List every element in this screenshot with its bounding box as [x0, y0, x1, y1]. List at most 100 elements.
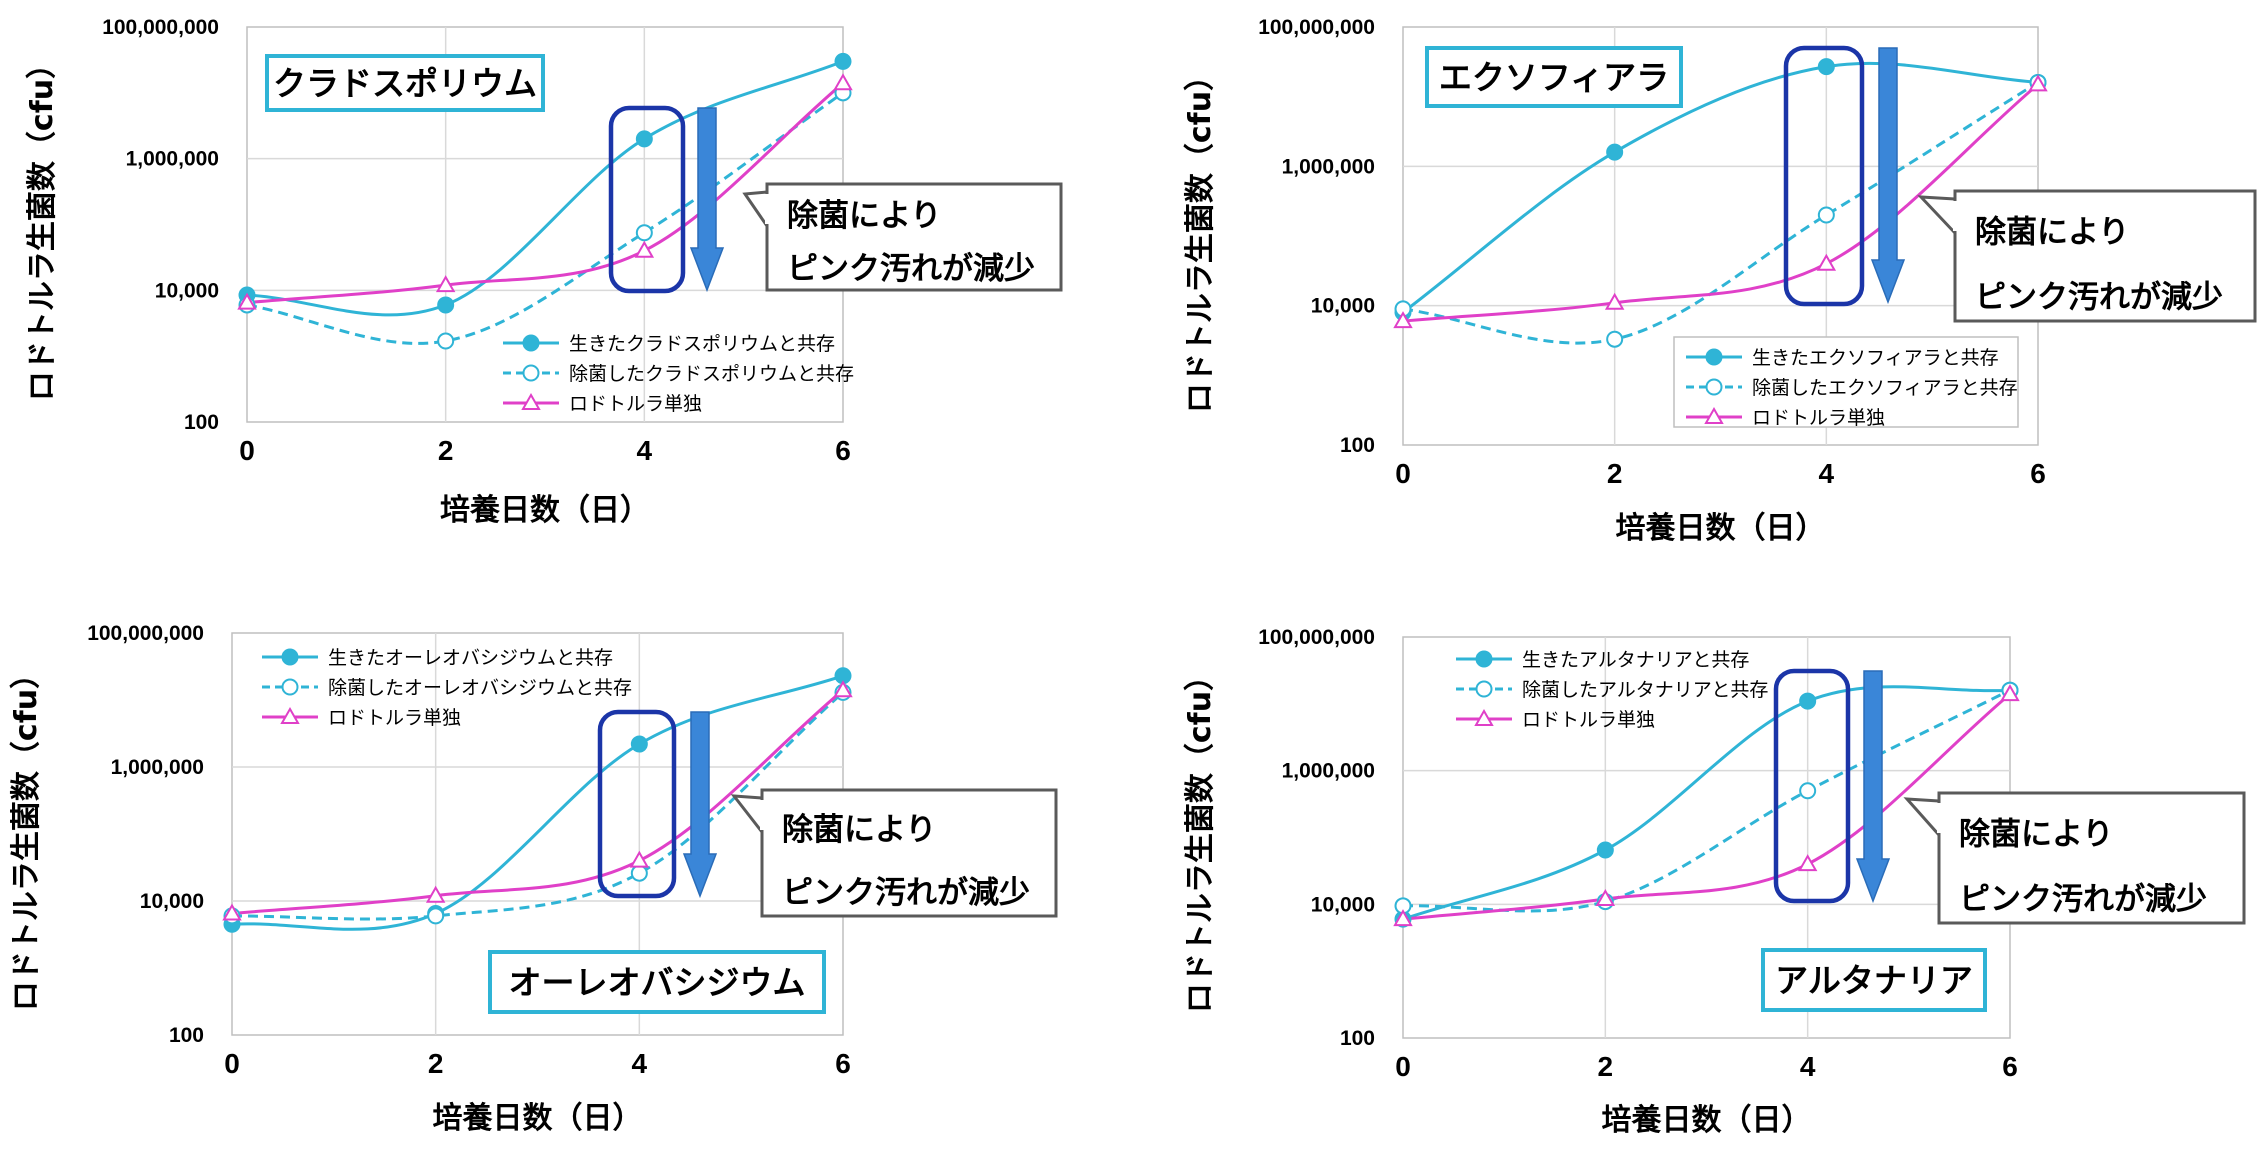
y-tick-label: 10,000	[140, 890, 204, 913]
series-line-3	[231, 689, 844, 915]
y-tick-label: 100,000,000	[87, 622, 204, 645]
data-point-open-triangle	[1595, 889, 1616, 907]
highlight-box	[597, 709, 677, 899]
callout-box	[760, 788, 1058, 918]
y-tick-label: 100	[1340, 434, 1375, 457]
legend-label: 生きたクラドスポリウムと共存	[569, 333, 835, 355]
data-point-open-circle	[427, 907, 445, 925]
y-tick-label: 10,000	[155, 279, 219, 302]
data-point-open-triangle	[1816, 253, 1837, 271]
series-line-3	[1402, 692, 2011, 921]
down-arrow-icon	[682, 711, 718, 899]
data-point-open-triangle	[2028, 74, 2048, 92]
data-point-filled-circle	[522, 334, 540, 352]
data-point-open-circle	[1817, 206, 1835, 224]
y-tick-label: 100	[184, 411, 219, 434]
legend-label: ロドトルラ単独	[328, 707, 461, 729]
data-point-filled-circle	[1817, 58, 1835, 76]
title-box	[1761, 948, 1987, 1012]
data-point-open-triangle	[833, 680, 853, 698]
callout-line-1: 除菌により	[787, 198, 941, 234]
callout-box	[1953, 189, 2257, 323]
data-point-open-triangle	[1704, 406, 1724, 424]
legend-box	[1673, 336, 2019, 428]
chart-title: オーレオバシジウム	[509, 963, 806, 1002]
highlight-box	[608, 105, 686, 294]
x-tick-label: 0	[224, 1048, 240, 1079]
x-tick-label: 4	[1800, 1051, 1816, 1082]
x-tick-label: 2	[1607, 458, 1623, 489]
legend-label: 除菌したアルタナリアと共存	[1522, 679, 1768, 701]
x-tick-label: 6	[835, 435, 851, 466]
chart-title: クラドスポリウム	[273, 64, 537, 103]
x-axis-title: 培養日数（日）	[433, 1101, 643, 1136]
data-point-filled-circle	[630, 735, 648, 753]
down-arrow-icon	[1855, 670, 1891, 904]
data-point-open-triangle	[1797, 854, 1818, 872]
callout-line-2: ピンク汚れが減少	[1959, 881, 2207, 917]
x-tick-label: 0	[239, 435, 255, 466]
legend-label: 生きたオーレオバシジウムと共存	[328, 647, 613, 669]
legend-label: ロドトルラ単独	[569, 393, 702, 415]
title-box	[488, 950, 826, 1014]
y-tick-label: 1,000,000	[111, 756, 204, 779]
chart-title: アルタナリア	[1775, 961, 1973, 1000]
data-point-open-triangle	[237, 292, 257, 310]
data-point-open-triangle	[1393, 909, 1413, 927]
data-point-open-triangle	[629, 850, 650, 868]
x-axis-title: 培養日数（日）	[440, 493, 650, 528]
y-tick-label: 100,000,000	[102, 16, 219, 39]
y-tick-label: 10,000	[1311, 893, 1375, 916]
title-box	[1425, 46, 1683, 108]
series-line-3	[1402, 83, 2039, 323]
data-point-open-triangle	[425, 885, 446, 903]
highlight-box	[1783, 45, 1865, 307]
callout-line-2: ピンク汚れが減少	[787, 251, 1035, 287]
callout-box	[1937, 791, 2246, 925]
y-tick-label: 10,000	[1311, 295, 1375, 318]
data-point-open-circle	[522, 364, 540, 382]
data-point-open-triangle	[280, 706, 300, 724]
legend-label: ロドトルラ単独	[1752, 407, 1885, 429]
data-point-open-triangle	[222, 903, 242, 921]
x-tick-label: 2	[1598, 1051, 1614, 1082]
data-point-filled-circle	[1596, 841, 1614, 859]
callout-line-1: 除菌により	[1975, 214, 2129, 250]
callout-line-2: ピンク汚れが減少	[1975, 279, 2223, 315]
legend-label: 除菌したオーレオバシジウムと共存	[328, 677, 632, 699]
x-tick-label: 0	[1395, 458, 1411, 489]
data-point-open-circle	[437, 332, 455, 350]
data-point-filled-circle	[1475, 650, 1493, 668]
data-point-open-triangle	[2000, 684, 2020, 702]
series-line-1	[246, 60, 844, 317]
data-point-open-triangle	[1474, 708, 1494, 726]
data-point-open-circle	[281, 678, 299, 696]
chart-panel-1: 100 10,000 1,000,000 100,000,000 0 2 4 6 培養日数（日）…	[25, 16, 1063, 528]
down-arrow-icon	[1870, 47, 1906, 305]
data-point-filled-circle	[281, 648, 299, 666]
y-axis-title: ロドトルラ生菌数（cfu）	[9, 659, 44, 1011]
y-tick-label: 1,000,000	[1282, 155, 1375, 178]
data-point-filled-circle	[1799, 692, 1817, 710]
series-line-2	[1402, 81, 2039, 345]
x-tick-label: 6	[2030, 458, 2046, 489]
callout-line-2: ピンク汚れが減少	[782, 875, 1030, 911]
legend-label: ロドトルラ単独	[1522, 709, 1655, 731]
x-axis-title: 培養日数（日）	[1602, 1103, 1812, 1138]
chart-panel-4: 100 10,000 1,000,000 100,000,000 0 2 4 6 培養日数（日）…	[1183, 626, 2246, 1138]
down-arrow-icon	[689, 107, 725, 293]
y-axis-title: ロドトルラ生菌数（cfu）	[1183, 61, 1218, 413]
highlight-box	[1773, 668, 1851, 904]
data-point-filled-circle	[1606, 143, 1624, 161]
series-line-1	[1402, 61, 2039, 314]
data-point-filled-circle	[635, 130, 653, 148]
data-point-open-triangle	[435, 275, 456, 293]
x-tick-label: 2	[438, 435, 454, 466]
x-tick-label: 6	[2002, 1051, 2018, 1082]
callout-line-1: 除菌により	[782, 812, 936, 848]
y-tick-label: 1,000,000	[1282, 760, 1375, 783]
series-line-3	[246, 82, 844, 305]
x-tick-label: 4	[637, 435, 653, 466]
data-point-open-triangle	[634, 240, 655, 258]
chart-title: エクソフィアラ	[1439, 58, 1669, 97]
